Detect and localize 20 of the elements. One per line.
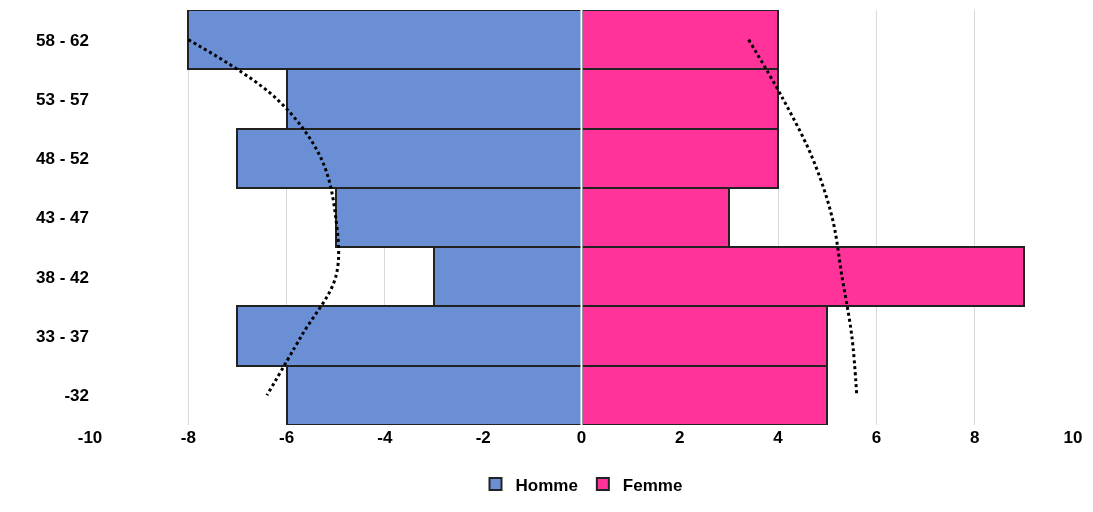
x-tick-label: -2 xyxy=(475,428,491,447)
y-tick-label: 43 - 47 xyxy=(36,208,89,228)
y-tick-label: 48 - 52 xyxy=(36,149,89,169)
y-tick-label: -32 xyxy=(64,386,89,406)
x-tick-label: 2 xyxy=(675,428,685,447)
x-tick-label: 4 xyxy=(773,428,784,447)
y-tick-label: 58 - 62 xyxy=(36,30,89,50)
x-tick-label: -6 xyxy=(279,428,295,447)
x-tick-label: 8 xyxy=(969,428,980,447)
x-tick-label: 10 xyxy=(1063,428,1083,447)
x-tick-label: -10 xyxy=(77,428,103,447)
y-tick-label: 38 - 42 xyxy=(36,267,89,287)
x-tick-label: 0 xyxy=(576,428,587,447)
y-tick-label: 53 - 57 xyxy=(36,89,89,109)
legend-label: Homme xyxy=(515,475,578,495)
legend-label: Femme xyxy=(622,475,683,495)
x-tick-label: -8 xyxy=(180,428,196,447)
x-tick-label: 6 xyxy=(871,428,882,447)
y-tick-label: 33 - 37 xyxy=(36,327,89,347)
x-tick-label: -4 xyxy=(377,428,393,447)
